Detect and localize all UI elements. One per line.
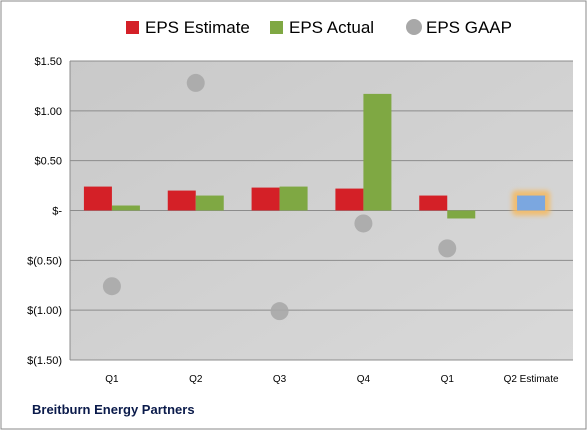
gaap-point-0	[102, 277, 121, 296]
legend-label-2: EPS GAAP	[426, 18, 512, 37]
estimate-bar-2	[251, 187, 280, 211]
next-estimate-bar	[517, 195, 546, 211]
actual-bar-1	[195, 195, 224, 211]
actual-bar-3	[363, 93, 392, 211]
gaap-point-2	[270, 302, 289, 321]
x-tick-label: Q2 Estimate	[504, 374, 559, 385]
x-tick-label: Q1	[441, 374, 455, 385]
y-tick-label: $(1.00)	[27, 305, 62, 317]
gaap-point-4	[438, 239, 457, 258]
estimate-bar-0	[83, 186, 112, 211]
legend-label-1: EPS Actual	[289, 18, 374, 37]
y-tick-label: $-	[52, 206, 62, 218]
legend-swatch-1	[270, 21, 283, 34]
estimate-bar-4	[419, 195, 448, 211]
legend-swatch-0	[126, 21, 139, 34]
actual-bar-4	[447, 210, 476, 219]
y-tick-label: $1.00	[34, 106, 62, 118]
gaap-point-3	[354, 214, 373, 233]
estimate-bar-1	[167, 190, 196, 211]
x-tick-label: Q3	[273, 374, 287, 385]
y-tick-label: $0.50	[34, 156, 62, 168]
y-tick-label: $(0.50)	[27, 255, 62, 267]
legend-swatch-2	[406, 19, 422, 35]
x-tick-label: Q4	[357, 374, 371, 385]
gaap-point-1	[186, 73, 205, 92]
legend-label-0: EPS Estimate	[145, 18, 250, 37]
x-tick-label: Q1	[105, 374, 119, 385]
company-name: Breitburn Energy Partners	[32, 402, 195, 417]
y-tick-label: $(1.50)	[27, 355, 62, 367]
y-tick-label: $1.50	[34, 56, 62, 68]
estimate-bar-3	[335, 188, 364, 211]
x-tick-label: Q2	[189, 374, 203, 385]
actual-bar-2	[279, 186, 308, 211]
actual-bar-0	[111, 205, 140, 211]
